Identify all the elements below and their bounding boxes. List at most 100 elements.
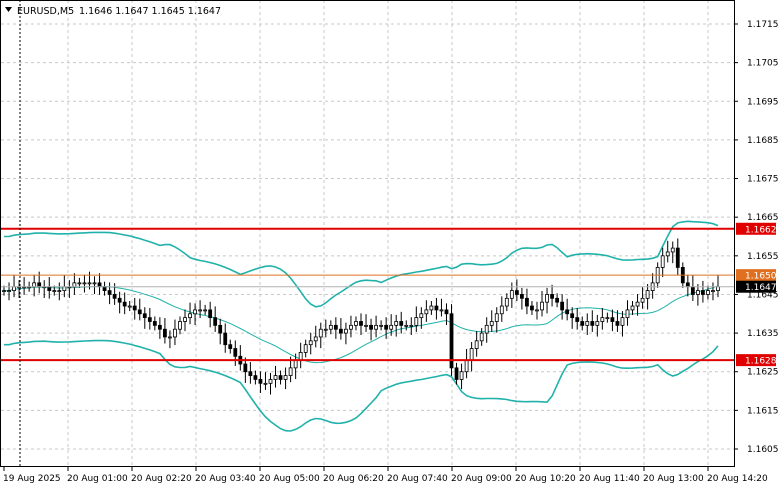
candle-body bbox=[504, 297, 509, 307]
candle-body bbox=[640, 297, 645, 303]
candle-body bbox=[203, 309, 208, 312]
candle-body bbox=[509, 290, 514, 299]
price-axis[interactable]: 1.17151.17051.16951.16851.16751.16651.16… bbox=[734, 20, 779, 455]
candle-body bbox=[168, 336, 172, 339]
candle-body bbox=[62, 286, 67, 291]
candle-body bbox=[188, 313, 192, 319]
candle-body bbox=[429, 305, 434, 311]
candle-body bbox=[163, 328, 167, 338]
candle-body bbox=[228, 344, 233, 349]
candle-body bbox=[248, 371, 253, 376]
candle-body bbox=[384, 324, 389, 330]
candle-body bbox=[198, 309, 202, 312]
x-tick-label: 20 Aug 09:00 bbox=[451, 474, 512, 484]
candle-body bbox=[37, 282, 42, 288]
candle-body bbox=[520, 294, 524, 299]
y-tick-label: 1.1695 bbox=[747, 97, 779, 107]
time-axis[interactable]: 19 Aug 2025 20 Aug 01:00 20 Aug 02:20 20 Au… bbox=[3, 467, 768, 484]
candle-body bbox=[701, 290, 705, 295]
candle-body bbox=[630, 305, 635, 311]
bollinger-middle bbox=[4, 285, 719, 364]
x-tick-label: 19 Aug 2025 bbox=[3, 474, 61, 484]
candle-body bbox=[303, 344, 308, 353]
level-label: 1.1628 bbox=[745, 357, 777, 367]
candle-body bbox=[595, 321, 600, 326]
candle-body bbox=[424, 309, 429, 315]
candle-body bbox=[263, 382, 268, 385]
y-tick-label: 1.1635 bbox=[747, 329, 779, 339]
candle-body bbox=[142, 313, 147, 319]
chart-frame bbox=[0, 0, 735, 467]
candle-body bbox=[489, 321, 494, 326]
y-tick-label: 1.1645 bbox=[747, 290, 779, 300]
candle-body bbox=[469, 348, 474, 361]
candle-body bbox=[137, 309, 142, 315]
candle-body bbox=[354, 321, 358, 326]
y-tick-label: 1.1685 bbox=[747, 136, 779, 146]
candle-body bbox=[323, 328, 328, 331]
candle-body bbox=[52, 290, 57, 292]
candle-body bbox=[152, 321, 157, 326]
candle-body bbox=[273, 375, 278, 380]
candle-body bbox=[555, 297, 559, 303]
candle-body bbox=[660, 255, 665, 268]
candle-body bbox=[344, 328, 348, 334]
candle-body bbox=[308, 340, 313, 346]
x-tick-label: 20 Aug 03:40 bbox=[195, 474, 256, 484]
candle-body bbox=[711, 290, 715, 292]
candle-body bbox=[449, 313, 454, 369]
candle-body bbox=[87, 282, 92, 285]
level-label: 1.1662 bbox=[745, 225, 777, 235]
candle-body bbox=[706, 290, 710, 295]
candle-body bbox=[47, 286, 52, 291]
candle-body bbox=[545, 294, 549, 303]
horizontal-levels[interactable] bbox=[1, 227, 734, 362]
candle-body bbox=[499, 305, 504, 315]
bollinger-lower bbox=[4, 339, 719, 432]
candle-body bbox=[147, 317, 152, 322]
candle-body bbox=[685, 282, 690, 288]
x-tick-label: 20 Aug 10:20 bbox=[515, 474, 576, 484]
candle-body bbox=[580, 321, 585, 326]
price-labels: 1.1662 1.1650 1.1628 1.1647 bbox=[736, 222, 777, 367]
candle-body bbox=[530, 305, 534, 311]
candle-body bbox=[112, 294, 117, 299]
candle-body bbox=[605, 317, 610, 320]
candle-body bbox=[72, 282, 77, 288]
candle-body bbox=[670, 247, 675, 253]
candle-body bbox=[409, 324, 414, 327]
y-tick-label: 1.1615 bbox=[747, 406, 779, 416]
candle-body bbox=[535, 309, 539, 312]
candle-body bbox=[157, 324, 162, 330]
dropdown-triangle-icon[interactable] bbox=[5, 7, 12, 12]
candle-body bbox=[173, 328, 177, 338]
candle-body bbox=[454, 367, 459, 380]
symbol-label: EURUSD,M5 bbox=[17, 6, 74, 17]
candle-body bbox=[193, 309, 197, 315]
candle-body bbox=[394, 321, 399, 326]
x-tick-label: 20 Aug 02:20 bbox=[131, 474, 192, 484]
candle-body bbox=[359, 321, 363, 326]
bollinger-bands bbox=[4, 220, 719, 432]
candle-body bbox=[615, 321, 620, 326]
candle-body bbox=[575, 317, 580, 322]
y-tick-label: 1.1715 bbox=[747, 20, 779, 30]
candle-body bbox=[610, 317, 615, 322]
candle-body bbox=[434, 305, 439, 311]
candle-body bbox=[102, 286, 107, 291]
candle-body bbox=[233, 348, 238, 357]
candle-body bbox=[82, 282, 87, 285]
x-tick-label: 20 Aug 01:00 bbox=[67, 474, 128, 484]
candle-body bbox=[253, 375, 258, 380]
x-tick-label: 20 Aug 13:00 bbox=[643, 474, 704, 484]
y-tick-label: 1.1705 bbox=[747, 59, 779, 69]
candle-body bbox=[183, 317, 187, 322]
x-tick-label: 20 Aug 06:20 bbox=[323, 474, 384, 484]
candle-body bbox=[695, 290, 700, 295]
candle-body bbox=[459, 371, 464, 380]
candle-body bbox=[565, 309, 570, 315]
candle-body bbox=[97, 282, 102, 288]
level-label-bg bbox=[736, 222, 776, 235]
